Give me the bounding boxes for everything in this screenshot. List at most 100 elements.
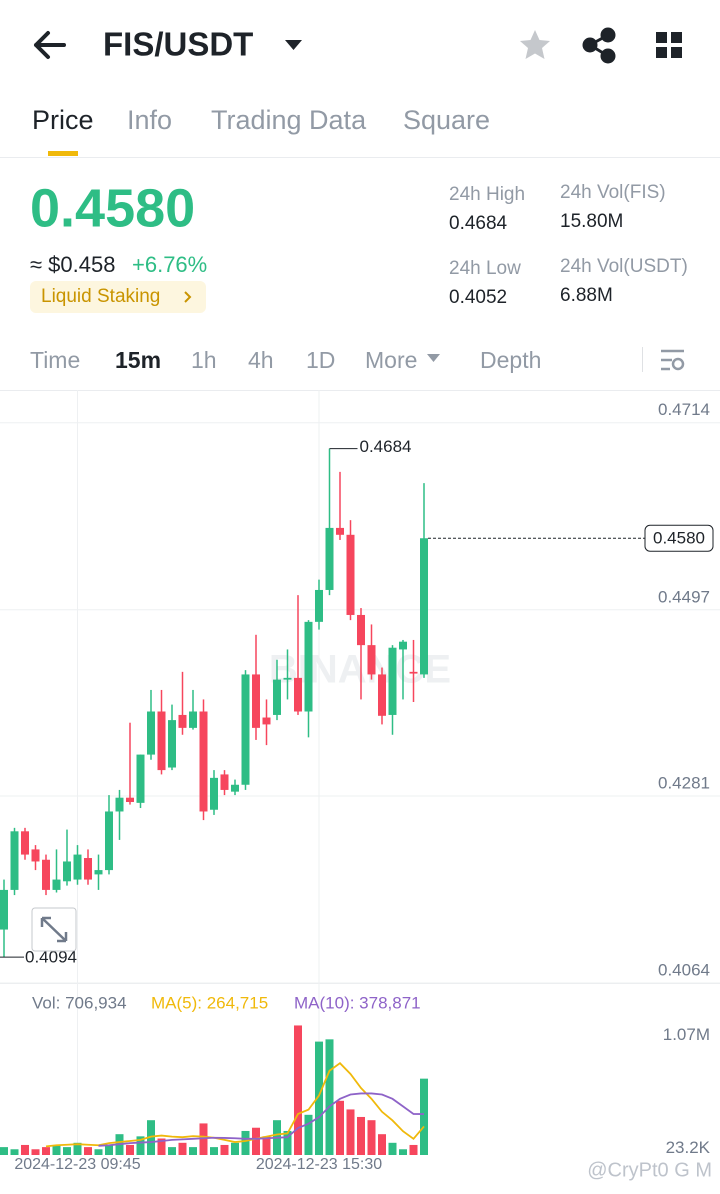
candle-body xyxy=(210,777,218,810)
tag-chevron xyxy=(184,291,192,303)
volume-bar xyxy=(157,1138,166,1155)
current-price-label: 0.4580 xyxy=(653,529,705,548)
grid-menu[interactable] xyxy=(656,32,682,58)
volume-bar xyxy=(304,1114,313,1155)
volume-bar xyxy=(63,1147,71,1155)
tab-active[interactable]: Price xyxy=(32,105,94,135)
stat-label: 24h Vol(FIS) xyxy=(560,182,666,203)
volume-bar xyxy=(378,1134,386,1155)
candle-body xyxy=(0,889,8,930)
interval[interactable]: Time xyxy=(30,347,80,373)
volume-bar xyxy=(252,1127,260,1155)
stat-value: 6.88M xyxy=(560,285,613,306)
tab[interactable]: Info xyxy=(127,105,172,135)
ma10-label: MA(10): 378,871 xyxy=(294,993,421,1012)
volume-bar xyxy=(94,1149,103,1155)
volume-bar xyxy=(147,1120,155,1155)
share-button[interactable] xyxy=(582,27,616,64)
back-button[interactable] xyxy=(34,31,66,59)
interval[interactable]: 1h xyxy=(191,347,217,373)
volume-bar xyxy=(283,1130,292,1155)
candle-body xyxy=(325,527,334,590)
candle-body xyxy=(73,854,82,880)
chart-settings[interactable] xyxy=(661,349,685,371)
volume-bar xyxy=(367,1120,376,1155)
volume-bar xyxy=(178,1142,187,1155)
volume-bar xyxy=(10,1149,19,1155)
candle-body xyxy=(126,797,134,802)
interval[interactable]: Depth xyxy=(480,347,541,373)
volume-bar xyxy=(241,1130,250,1155)
interval[interactable]: 1D xyxy=(306,347,335,373)
ma10-line xyxy=(98,1092,425,1147)
candle-body xyxy=(304,621,313,712)
volume-bar xyxy=(52,1144,61,1155)
candle-body xyxy=(94,870,103,875)
candle-body xyxy=(157,711,166,771)
candle-body xyxy=(31,849,40,862)
volume-bar xyxy=(315,1041,323,1155)
candle-body xyxy=(147,711,155,755)
volume-bar xyxy=(42,1147,50,1155)
candle-body xyxy=(252,674,260,728)
x-tick-label: 2024-12-23 15:30 xyxy=(256,1156,382,1173)
y-tick-label: 0.4714 xyxy=(658,400,710,419)
candle-body xyxy=(115,797,124,812)
favorite-star[interactable] xyxy=(520,30,550,59)
volume-bar xyxy=(294,1025,302,1155)
candle-body xyxy=(52,879,61,890)
volume-tick-label: 23.2K xyxy=(666,1138,711,1157)
volume-bar xyxy=(105,1144,113,1155)
volume-bar xyxy=(136,1136,145,1155)
volume-bar xyxy=(262,1136,271,1155)
candle-body xyxy=(346,534,355,615)
stat-label: 24h High xyxy=(449,184,525,205)
volume-bar xyxy=(210,1147,218,1155)
volume-bar xyxy=(399,1149,407,1155)
interval-active[interactable]: 15m xyxy=(115,347,161,373)
tag-chip[interactable] xyxy=(30,281,206,313)
interval[interactable]: More xyxy=(365,347,417,373)
stat-value: 0.4684 xyxy=(449,213,508,234)
volume-bar xyxy=(31,1149,40,1155)
volume-bar xyxy=(220,1144,229,1155)
divider xyxy=(0,157,720,158)
volume-bar xyxy=(409,1144,418,1155)
candle-body xyxy=(262,717,271,725)
pair-title[interactable]: FIS/USDT xyxy=(103,26,253,63)
candle-body xyxy=(399,641,407,650)
candle-body xyxy=(231,784,239,792)
ma5-line xyxy=(45,1062,425,1148)
volume-label: Vol: 706,934 xyxy=(32,993,127,1012)
candle-body xyxy=(168,720,176,768)
volume-bar xyxy=(336,1100,344,1155)
usd-price: ≈ $0.458 xyxy=(30,252,115,277)
candle-body xyxy=(10,831,19,890)
tab[interactable]: Square xyxy=(403,105,490,135)
volume-bar xyxy=(126,1144,134,1155)
candle-body xyxy=(315,589,323,622)
more-caret xyxy=(427,354,440,362)
pair-caret[interactable] xyxy=(285,40,302,50)
candle-body xyxy=(283,677,292,680)
volume-bar xyxy=(388,1142,397,1155)
low-label: 0.4094 xyxy=(25,948,77,967)
high-label: 0.4684 xyxy=(360,437,412,456)
candle-body xyxy=(178,714,187,728)
volume-bar xyxy=(357,1116,365,1155)
tag-label[interactable]: Liquid Staking xyxy=(41,286,160,307)
volume-bar xyxy=(231,1142,239,1155)
volume-bar xyxy=(73,1142,82,1155)
volume-tick-label: 1.07M xyxy=(663,1025,710,1044)
tab[interactable]: Trading Data xyxy=(211,105,367,135)
watermark-user: @CryPt0 G M xyxy=(587,1159,712,1181)
volume-bar xyxy=(199,1123,208,1155)
interval[interactable]: 4h xyxy=(248,347,274,373)
candle-body xyxy=(241,674,250,785)
volume-bar xyxy=(168,1147,176,1155)
last-price: 0.4580 xyxy=(30,178,195,238)
candle-body xyxy=(220,774,229,790)
